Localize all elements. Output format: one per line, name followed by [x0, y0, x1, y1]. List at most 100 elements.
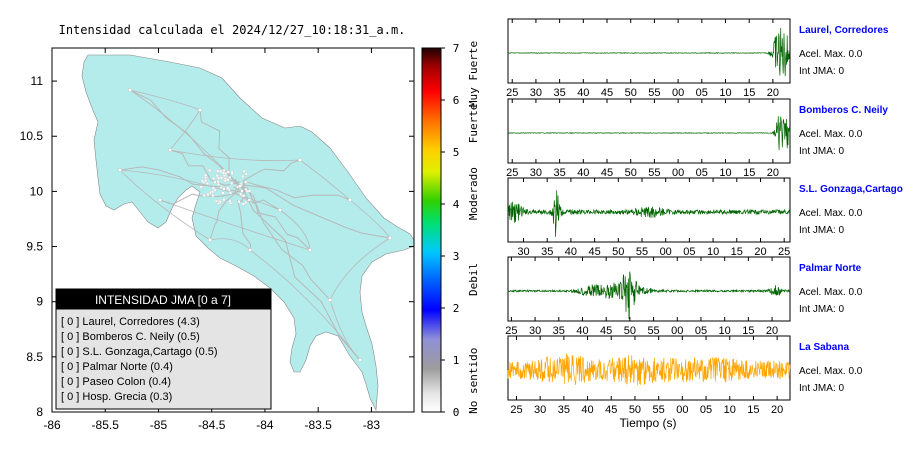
seismogram-tick-label: 45	[601, 167, 613, 179]
seismogram-tick-label: 10	[724, 404, 736, 416]
city-marker	[244, 172, 248, 176]
seismogram-tick-label: 50	[624, 325, 636, 337]
city-marker	[328, 298, 332, 302]
road	[242, 188, 361, 361]
map-y-tick-label: 8	[36, 405, 43, 419]
seismogram-x-label: Tiempo (s)	[620, 416, 677, 430]
legend-items: [ 0 ] Laurel, Corredores (4.3) [ 0 ] Bomb…	[61, 316, 218, 403]
city-marker	[211, 186, 215, 190]
city-marker	[241, 174, 245, 178]
city-marker	[248, 248, 252, 252]
seismogram-trace	[507, 271, 791, 320]
colorbar-class-label: Fuerte	[467, 104, 480, 144]
seismogram-5: 25 30 35 40 45 50 55 00 05 10 15 20 La Sabana Acel. M…	[507, 335, 863, 416]
map-x-axis: -86 -85.5 -85 -84.5 -84 -83.5 -83	[43, 48, 380, 432]
road	[119, 169, 211, 241]
seismogram-tick-label: 35	[553, 167, 565, 179]
colorbar-tick-label: 2	[453, 302, 460, 315]
colorbar-tick-label: 6	[453, 94, 460, 107]
city-marker	[247, 189, 251, 193]
legend-title: INTENSIDAD JMA [0 a 7]	[95, 293, 231, 307]
station-acel: Acel. Max. 0.0	[799, 49, 863, 60]
seismogram-tick-label: 40	[581, 404, 593, 416]
seismogram-tick-label: 55	[647, 325, 659, 337]
seismogram-tick-label: 30	[529, 325, 541, 337]
road	[159, 199, 311, 251]
road	[329, 299, 361, 361]
city-marker	[215, 199, 219, 203]
seismogram-tick-label: 15	[743, 167, 755, 179]
city-marker	[219, 169, 223, 173]
seismogram-tick-label: 40	[577, 167, 589, 179]
station-name: Bomberos C. Neily	[799, 105, 888, 116]
colorbar-tick-label: 0	[453, 406, 460, 419]
city-marker	[226, 170, 230, 174]
seismogram-tick-label: 55	[648, 167, 660, 179]
legend-list-frame	[55, 308, 272, 410]
seismogram-trace	[507, 116, 791, 151]
city-marker	[128, 88, 132, 92]
seismogram-tick-label: 45	[588, 246, 600, 258]
seismogram-trace	[507, 27, 791, 77]
road	[129, 89, 201, 111]
intensity-colorbar: 0 1 2 3 4 5 6 7 No sentido Debil Moderado FuerteMu…	[421, 41, 480, 419]
seismogram-tick-label: 35	[541, 246, 553, 258]
seismogram-panels: 25 30 35 40 45 50 55 00 05 10 15 20 Laurel, Corredor…	[505, 18, 903, 416]
seismogram-tick-label: 25	[506, 167, 518, 179]
city-marker	[208, 238, 212, 242]
city-marker	[205, 182, 209, 186]
road	[209, 178, 240, 241]
map-x-tick-label: -84.5	[198, 418, 226, 432]
city-marker	[238, 184, 242, 188]
station-jma: Int JMA: 0	[799, 66, 844, 77]
seismogram-tick-label: 40	[565, 246, 577, 258]
colorbar-ticks: 0 1 2 3 4 5 6 7	[441, 42, 460, 419]
colorbar-tick-label: 4	[453, 198, 460, 211]
city-marker	[222, 187, 226, 191]
road	[349, 199, 391, 239]
road	[245, 188, 311, 251]
seismogram-tick-label: 25	[505, 325, 517, 337]
road	[236, 180, 252, 251]
station-jma: Int JMA: 0	[799, 304, 844, 315]
seismogram-tick-label: 50	[612, 246, 624, 258]
seismogram-tick-label: 05	[695, 325, 707, 337]
seismogram-tick-label: 30	[530, 87, 542, 99]
seismogram-tick-label: 20	[766, 325, 778, 337]
city-marker	[242, 194, 246, 198]
city-marker	[241, 202, 245, 206]
station-acel: Acel. Max. 0.0	[799, 129, 863, 140]
map-frame	[51, 47, 415, 413]
colorbar-gradient	[421, 47, 442, 413]
city-marker	[118, 168, 122, 172]
seismogram-tick-label: 35	[553, 325, 565, 337]
seismogram-tick-label: 20	[767, 87, 779, 99]
map-y-tick-label: 10.5	[20, 129, 44, 143]
seismogram-trace	[507, 190, 791, 237]
city-marker	[229, 191, 233, 195]
legend-item: [ 0 ] Bomberos C. Neily (0.5)	[61, 331, 200, 343]
city-marker	[219, 176, 223, 180]
city-marker	[218, 200, 222, 204]
seismogram-tick-label: 50	[625, 87, 637, 99]
city-marker	[217, 201, 221, 205]
city-marker	[244, 200, 248, 204]
city-marker	[213, 188, 217, 192]
city-marker	[204, 175, 208, 179]
seismogram-tick-label: 20	[767, 167, 779, 179]
colorbar-class-label: Moderado	[467, 167, 480, 220]
city-marker	[216, 169, 220, 173]
legend-header	[56, 289, 271, 309]
station-name: Laurel, Corredores	[799, 25, 889, 36]
station-jma: Int JMA: 0	[799, 146, 844, 157]
road	[129, 89, 247, 193]
road	[169, 109, 201, 151]
seismogram-tick-label: 20	[754, 246, 766, 258]
city-marker	[222, 168, 226, 172]
legend-item: [ 0 ] Palmar Norte (0.4)	[61, 361, 173, 373]
station-acel: Acel. Max. 0.0	[799, 287, 863, 298]
road	[169, 149, 301, 162]
seismogram-tick-label: 50	[629, 404, 641, 416]
